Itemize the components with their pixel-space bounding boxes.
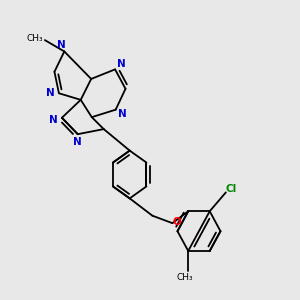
Text: CH₃: CH₃ bbox=[176, 273, 193, 282]
Text: Cl: Cl bbox=[225, 184, 236, 194]
Text: N: N bbox=[49, 115, 58, 125]
Text: N: N bbox=[46, 88, 55, 98]
Text: CH₃: CH₃ bbox=[27, 34, 43, 43]
Text: O: O bbox=[172, 217, 181, 227]
Text: N: N bbox=[57, 40, 66, 50]
Text: N: N bbox=[117, 59, 125, 69]
Text: N: N bbox=[118, 109, 127, 119]
Text: N: N bbox=[74, 136, 82, 147]
